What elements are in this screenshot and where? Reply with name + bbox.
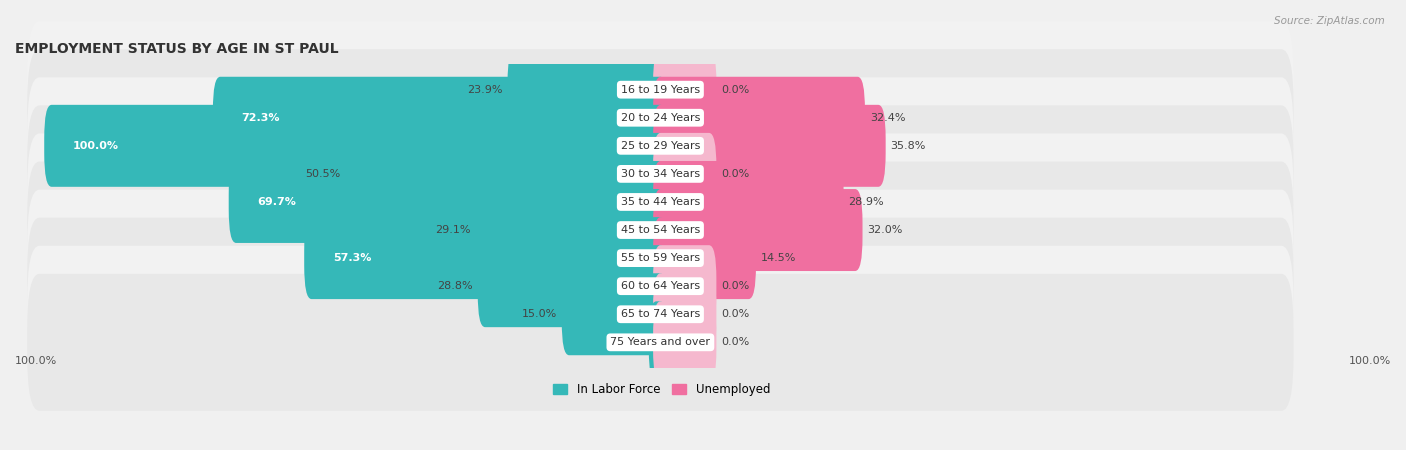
Text: 15.0%: 15.0% bbox=[522, 309, 557, 319]
Text: 0.0%: 0.0% bbox=[721, 309, 749, 319]
FancyBboxPatch shape bbox=[27, 49, 1294, 186]
Text: 50.5%: 50.5% bbox=[305, 169, 340, 179]
Text: 20 to 24 Years: 20 to 24 Years bbox=[620, 113, 700, 123]
FancyBboxPatch shape bbox=[27, 218, 1294, 355]
FancyBboxPatch shape bbox=[304, 217, 668, 299]
Text: 0.0%: 0.0% bbox=[721, 85, 749, 94]
Text: 0.7%: 0.7% bbox=[616, 338, 644, 347]
FancyBboxPatch shape bbox=[562, 273, 668, 355]
Text: 0.0%: 0.0% bbox=[721, 281, 749, 291]
Text: 29.1%: 29.1% bbox=[436, 225, 471, 235]
FancyBboxPatch shape bbox=[27, 246, 1294, 383]
Text: 100.0%: 100.0% bbox=[15, 356, 58, 366]
Text: 14.5%: 14.5% bbox=[761, 253, 796, 263]
FancyBboxPatch shape bbox=[27, 105, 1294, 243]
FancyBboxPatch shape bbox=[27, 21, 1294, 158]
FancyBboxPatch shape bbox=[478, 245, 668, 327]
Text: 65 to 74 Years: 65 to 74 Years bbox=[621, 309, 700, 319]
FancyBboxPatch shape bbox=[652, 217, 756, 299]
Text: 55 to 59 Years: 55 to 59 Years bbox=[621, 253, 700, 263]
FancyBboxPatch shape bbox=[27, 162, 1294, 298]
FancyBboxPatch shape bbox=[652, 105, 886, 187]
Text: Source: ZipAtlas.com: Source: ZipAtlas.com bbox=[1274, 16, 1385, 26]
FancyBboxPatch shape bbox=[652, 77, 865, 159]
Text: 75 Years and over: 75 Years and over bbox=[610, 338, 710, 347]
Text: 16 to 19 Years: 16 to 19 Years bbox=[621, 85, 700, 94]
Legend: In Labor Force, Unemployed: In Labor Force, Unemployed bbox=[548, 378, 775, 401]
Text: 45 to 54 Years: 45 to 54 Years bbox=[621, 225, 700, 235]
FancyBboxPatch shape bbox=[27, 77, 1294, 214]
Text: 35.8%: 35.8% bbox=[890, 141, 927, 151]
FancyBboxPatch shape bbox=[648, 302, 668, 383]
FancyBboxPatch shape bbox=[652, 49, 717, 130]
FancyBboxPatch shape bbox=[475, 189, 668, 271]
FancyBboxPatch shape bbox=[652, 273, 717, 355]
FancyBboxPatch shape bbox=[508, 49, 668, 130]
FancyBboxPatch shape bbox=[652, 245, 717, 327]
FancyBboxPatch shape bbox=[27, 134, 1294, 270]
Text: 32.0%: 32.0% bbox=[868, 225, 903, 235]
Text: 57.3%: 57.3% bbox=[333, 253, 371, 263]
FancyBboxPatch shape bbox=[212, 77, 668, 159]
FancyBboxPatch shape bbox=[652, 133, 717, 215]
Text: 0.0%: 0.0% bbox=[721, 338, 749, 347]
FancyBboxPatch shape bbox=[229, 161, 668, 243]
Text: 30 to 34 Years: 30 to 34 Years bbox=[621, 169, 700, 179]
FancyBboxPatch shape bbox=[652, 189, 862, 271]
Text: 100.0%: 100.0% bbox=[73, 141, 120, 151]
FancyBboxPatch shape bbox=[652, 161, 844, 243]
FancyBboxPatch shape bbox=[346, 133, 668, 215]
FancyBboxPatch shape bbox=[27, 274, 1294, 411]
Text: 28.8%: 28.8% bbox=[437, 281, 472, 291]
Text: 32.4%: 32.4% bbox=[870, 113, 905, 123]
Text: 100.0%: 100.0% bbox=[1348, 356, 1391, 366]
Text: 23.9%: 23.9% bbox=[467, 85, 503, 94]
FancyBboxPatch shape bbox=[27, 189, 1294, 327]
Text: 35 to 44 Years: 35 to 44 Years bbox=[621, 197, 700, 207]
Text: EMPLOYMENT STATUS BY AGE IN ST PAUL: EMPLOYMENT STATUS BY AGE IN ST PAUL bbox=[15, 42, 339, 56]
Text: 69.7%: 69.7% bbox=[257, 197, 297, 207]
Text: 0.0%: 0.0% bbox=[721, 169, 749, 179]
FancyBboxPatch shape bbox=[44, 105, 668, 187]
Text: 60 to 64 Years: 60 to 64 Years bbox=[621, 281, 700, 291]
Text: 25 to 29 Years: 25 to 29 Years bbox=[620, 141, 700, 151]
Text: 28.9%: 28.9% bbox=[848, 197, 884, 207]
FancyBboxPatch shape bbox=[652, 302, 717, 383]
Text: 72.3%: 72.3% bbox=[242, 113, 280, 123]
